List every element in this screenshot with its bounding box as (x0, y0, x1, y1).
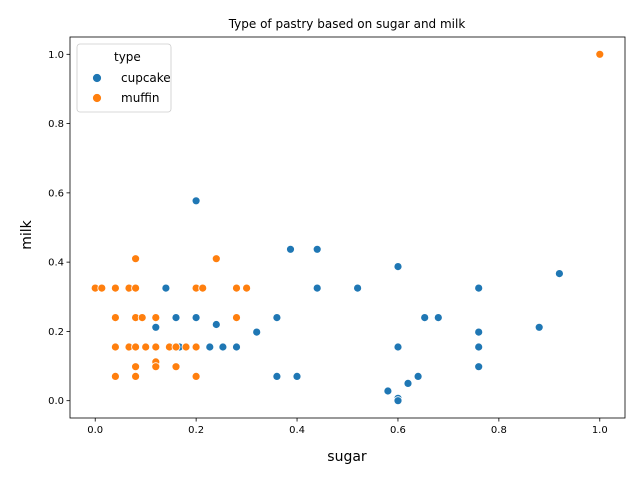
muffin-point (181, 342, 191, 352)
cupcake-point (161, 283, 171, 293)
muffin-point (191, 371, 201, 381)
y-axis-title: milk (19, 219, 35, 249)
cupcake-point (393, 396, 403, 406)
x-tick-label: 0.8 (491, 425, 507, 436)
muffin-point (111, 313, 120, 323)
muffin-point (151, 342, 161, 352)
cupcake-point (353, 283, 363, 293)
cupcake-point (151, 322, 161, 332)
muffin-point (137, 313, 147, 323)
muffin-point (171, 362, 181, 372)
muffin-point (111, 342, 120, 352)
muffin-point (595, 49, 605, 59)
muffin-point (171, 342, 181, 352)
legend-marker-cupcake (92, 73, 102, 83)
cupcake-point (312, 283, 322, 293)
cupcake-point (191, 196, 201, 206)
x-tick-label: 1.0 (592, 425, 608, 436)
cupcake-point (474, 342, 484, 352)
plot-frame (69, 36, 626, 419)
y-tick-label: 0.2 (48, 327, 64, 338)
cupcake-point (393, 262, 403, 272)
x-tick-label: 0.2 (188, 425, 204, 436)
cupcake-point (252, 327, 262, 337)
y-tick-label: 0.4 (48, 258, 64, 269)
muffin-point (151, 313, 161, 323)
cupcake-point (211, 320, 221, 329)
muffin-point (141, 342, 151, 352)
cupcake-point (205, 342, 215, 352)
legend: type cupcake muffin (76, 43, 172, 113)
y-tick-label: 0.6 (48, 188, 64, 199)
legend-marker-muffin (92, 93, 102, 103)
muffin-point (111, 283, 120, 293)
muffin-point (191, 342, 201, 352)
y-tick-label: 0.8 (48, 119, 64, 130)
cupcake-point (171, 313, 181, 323)
x-tick-label: 0.4 (289, 425, 305, 436)
x-tick-label: 0.6 (390, 425, 406, 436)
cupcake-point (413, 371, 423, 381)
cupcake-point (433, 313, 443, 323)
muffin-point (242, 283, 252, 293)
cupcake-point (393, 342, 403, 352)
cupcake-point (232, 342, 241, 352)
cupcake-point (272, 371, 282, 381)
legend-label-cupcake: cupcake (121, 71, 171, 85)
cupcake-point (403, 378, 413, 388)
cupcake-point (272, 313, 282, 323)
muffin-point (131, 371, 141, 381)
cupcake-point (383, 386, 393, 396)
muffin-point (232, 313, 241, 323)
muffin-point (131, 283, 141, 293)
legend-label-muffin: muffin (121, 91, 160, 105)
cupcake-point (474, 283, 484, 293)
x-axis-title: sugar (327, 449, 367, 465)
cupcake-point (420, 313, 430, 323)
cupcake-point (534, 322, 544, 332)
cupcake-point (286, 244, 295, 254)
y-tick-label: 0.0 (48, 396, 64, 407)
ticks-layer: 0.0 0.2 0.4 0.6 0.8 1.0 0.0 0.2 0.4 0.6 0.8 1.0 (48, 50, 608, 436)
cupcake-point (292, 371, 302, 381)
cupcake-point (191, 313, 201, 323)
muffin-point (111, 371, 120, 381)
cupcake-point (474, 362, 484, 372)
muffin-point (131, 254, 141, 264)
chart-title: Type of pastry based on sugar and milk (228, 17, 466, 31)
muffin-point (211, 254, 221, 264)
legend-title: type (114, 50, 141, 64)
cupcake-point (474, 327, 484, 337)
muffin-point (131, 362, 141, 372)
muffin-point (198, 283, 208, 293)
muffin-point (151, 362, 161, 372)
muffin-point (131, 342, 141, 352)
cupcake-point (312, 244, 322, 254)
muffin-point (97, 283, 107, 293)
muffin-point (232, 283, 241, 293)
points-layer (90, 49, 605, 406)
x-tick-label: 0.0 (87, 425, 103, 436)
cupcake-point (555, 269, 564, 279)
y-tick-label: 1.0 (48, 50, 64, 61)
cupcake-point (218, 342, 228, 352)
